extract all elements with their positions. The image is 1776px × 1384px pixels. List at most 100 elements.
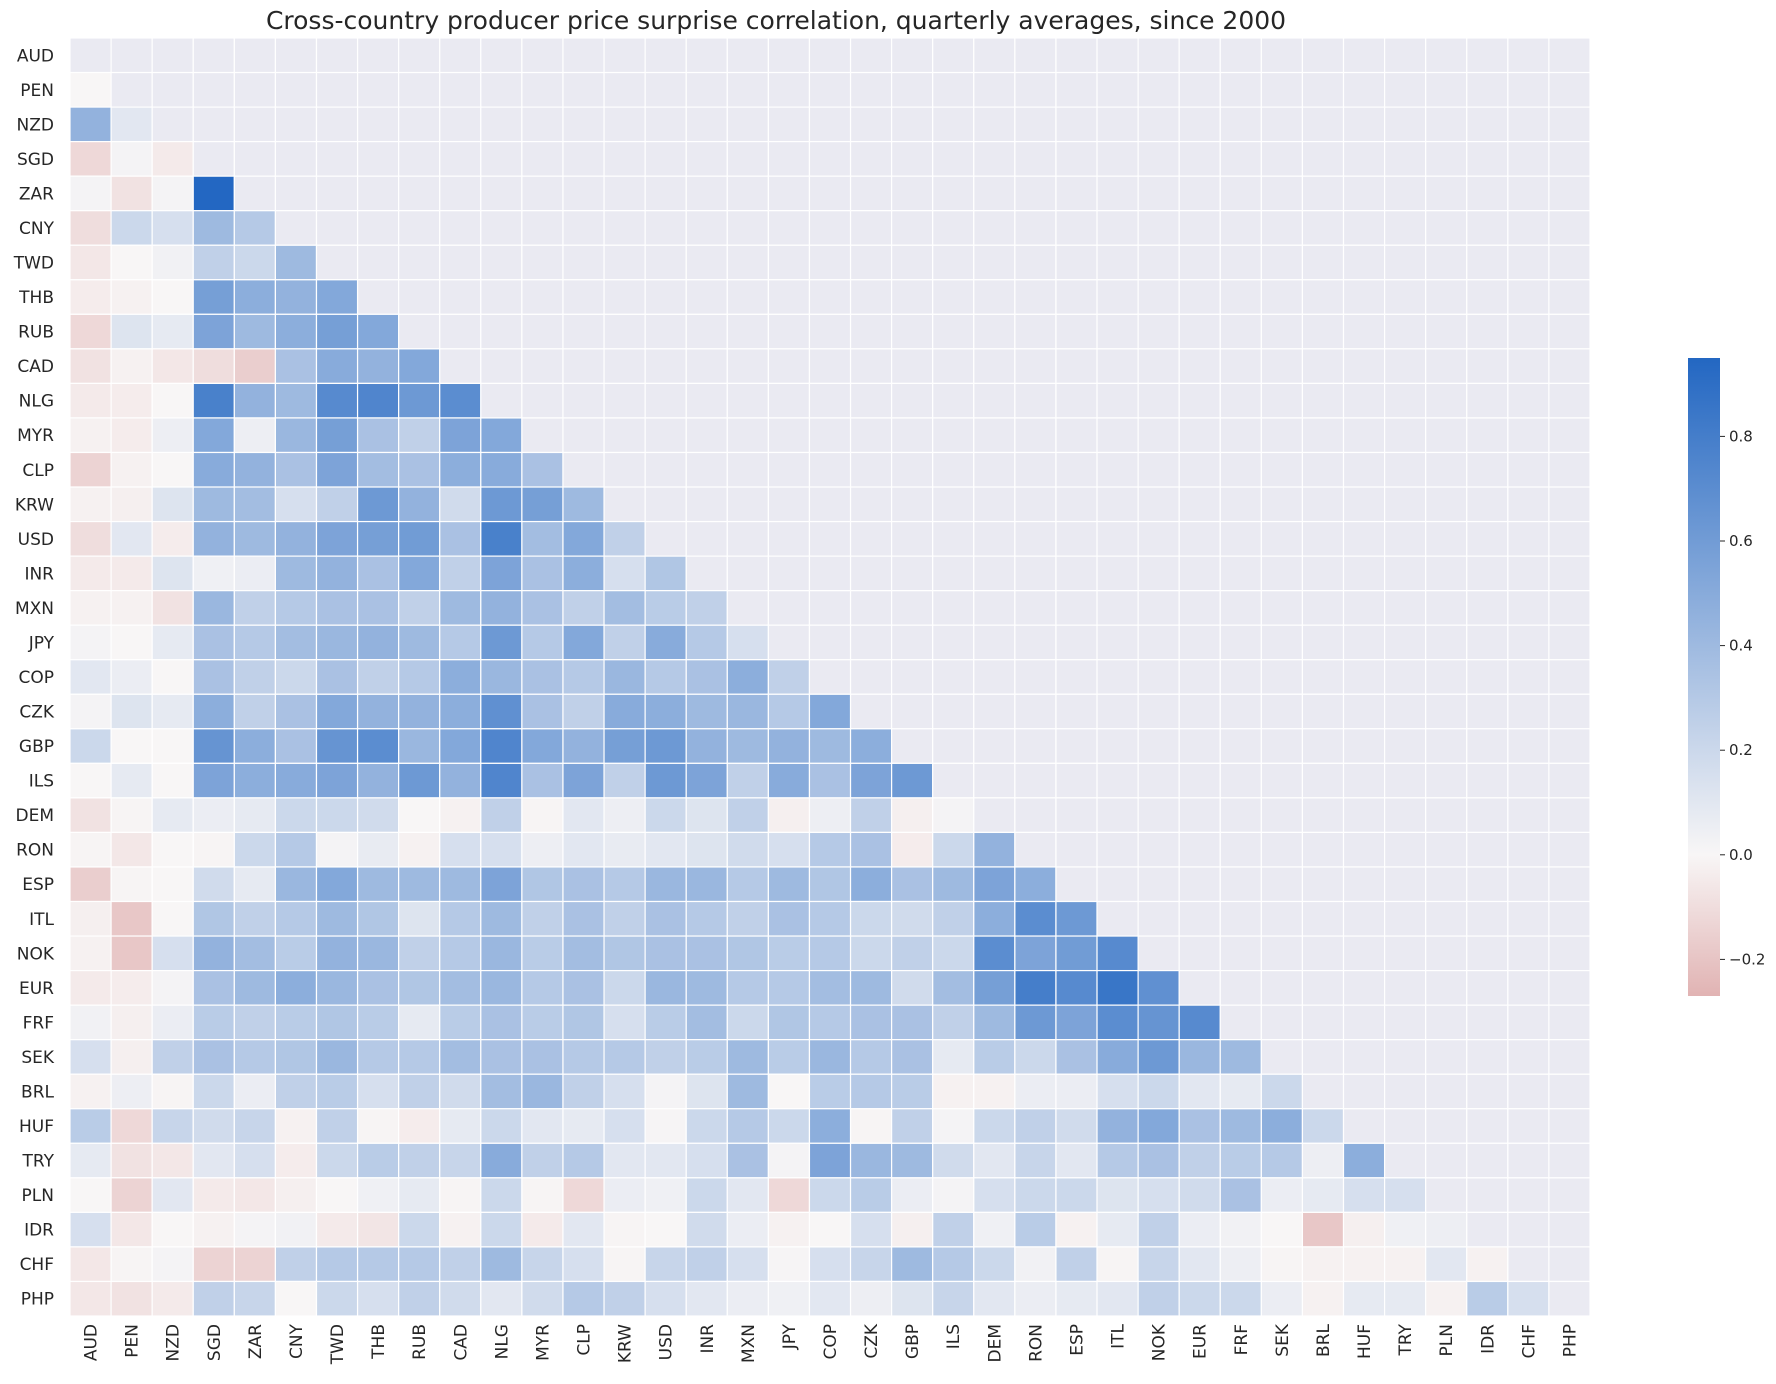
y-tick-label-KRW: KRW: [15, 495, 54, 515]
heatmap-cell-ILS-TWD: [315, 762, 359, 799]
masked-cell: [685, 71, 728, 108]
masked-cell: [808, 175, 852, 212]
heatmap-cell-THB-ZAR: [233, 279, 277, 315]
masked-cell: [1137, 486, 1180, 523]
masked-cell: [973, 71, 1016, 108]
heatmap-cell-RUB-TWD: [315, 313, 359, 350]
masked-cell: [1548, 728, 1591, 764]
heatmap-cell-TRY-ZAR: [233, 1142, 277, 1179]
heatmap-cell-NLG-NZD: [151, 382, 194, 419]
masked-cell: [480, 279, 523, 315]
heatmap-cell-CAD-TWD: [315, 348, 359, 384]
masked-cell: [644, 348, 687, 384]
masked-cell: [1178, 486, 1221, 523]
heatmap-cell-PHP-CZK: [849, 1280, 893, 1317]
heatmap-cell-NOK-DEM: [973, 935, 1016, 972]
y-tick-label-CAD: CAD: [17, 357, 54, 377]
masked-cell: [808, 486, 852, 523]
masked-cell: [1055, 175, 1098, 212]
masked-cell: [1055, 486, 1098, 523]
masked-cell: [1425, 141, 1468, 177]
heatmap-cell-PLN-NOK: [1137, 1177, 1180, 1213]
heatmap-cell-FRF-NZD: [151, 1004, 194, 1041]
masked-cell: [973, 417, 1016, 454]
masked-cell: [1301, 590, 1345, 626]
masked-cell: [1507, 141, 1550, 177]
heatmap-cell-MXN-AUD: [69, 590, 112, 626]
heatmap-cell-GBP-TWD: [315, 728, 359, 764]
masked-cell: [1301, 210, 1345, 246]
x-tick-label-PEN: PEN: [123, 1324, 143, 1358]
heatmap-cell-HUF-TWD: [315, 1108, 359, 1144]
masked-cell: [1507, 590, 1550, 626]
heatmap-cell-HUF-AUD: [69, 1108, 112, 1144]
masked-cell: [439, 244, 482, 281]
heatmap-cell-CZK-COP: [808, 693, 852, 730]
masked-cell: [849, 486, 893, 523]
masked-cell: [1507, 969, 1550, 1006]
heatmap-cell-SEK-MYR: [521, 1039, 564, 1075]
heatmap-cell-ITL-MXN: [726, 900, 769, 937]
heatmap-cell-BRL-CNY: [274, 1073, 318, 1110]
heatmap-cell-PLN-DEM: [973, 1177, 1016, 1213]
x-tick-label-MYR: MYR: [533, 1324, 553, 1361]
heatmap-cell-PHP-SEK: [1260, 1280, 1304, 1317]
masked-cell: [1219, 313, 1262, 350]
masked-cell: [685, 313, 728, 350]
masked-cell: [1383, 659, 1427, 695]
heatmap-cell-GBP-MXN: [726, 728, 769, 764]
heatmap-cell-RUB-ZAR: [233, 313, 277, 350]
heatmap-cell-PLN-ITL: [1096, 1177, 1139, 1213]
heatmap-cell-PLN-CNY: [274, 1177, 318, 1213]
masked-cell: [1466, 520, 1509, 557]
masked-cell: [1425, 935, 1468, 972]
masked-cell: [1383, 728, 1427, 764]
heatmap-cell-RUB-SGD: [192, 313, 235, 350]
heatmap-cell-MYR-NZD: [151, 417, 194, 454]
masked-cell: [808, 417, 852, 454]
masked-cell: [1466, 728, 1509, 764]
masked-cell: [1219, 624, 1262, 661]
masked-cell: [1342, 486, 1386, 523]
masked-cell: [398, 279, 441, 315]
heatmap-cell-SEK-NLG: [480, 1039, 523, 1075]
masked-cell: [973, 659, 1016, 695]
masked-cell: [151, 37, 194, 74]
masked-cell: [1055, 348, 1098, 384]
masked-cell: [849, 624, 893, 661]
masked-cell: [808, 37, 852, 74]
masked-cell: [315, 71, 359, 108]
masked-cell: [480, 71, 523, 108]
masked-cell: [521, 313, 564, 350]
heatmap-cell-FRF-CZK: [849, 1004, 893, 1041]
masked-cell: [1260, 313, 1304, 350]
masked-cell: [767, 451, 811, 488]
heatmap-cell-NOK-NLG: [480, 935, 523, 972]
heatmap-cell-ITL-ZAR: [233, 900, 277, 937]
masked-cell: [1507, 37, 1550, 74]
masked-cell: [685, 244, 728, 281]
heatmap-cell-INR-CAD: [439, 555, 482, 592]
heatmap-cell-RUB-AUD: [69, 313, 112, 350]
masked-cell: [1055, 590, 1098, 626]
heatmap-cell-COP-SGD: [192, 659, 235, 695]
heatmap-cell-GBP-SGD: [192, 728, 235, 764]
masked-cell: [480, 313, 523, 350]
heatmap-cell-KRW-CNY: [274, 486, 318, 523]
masked-cell: [439, 106, 482, 143]
masked-cell: [891, 624, 934, 661]
heatmap-cell-IDR-AUD: [69, 1211, 112, 1248]
masked-cell: [1383, 244, 1427, 281]
masked-cell: [1466, 141, 1509, 177]
heatmap-cell-DEM-CAD: [439, 797, 482, 834]
masked-cell: [808, 659, 852, 695]
masked-cell: [1342, 1004, 1386, 1041]
masked-cell: [1466, 1177, 1509, 1213]
masked-cell: [398, 141, 441, 177]
masked-cell: [1219, 831, 1262, 868]
heatmap-cell-EUR-DEM: [973, 969, 1016, 1006]
masked-cell: [521, 279, 564, 315]
heatmap-cell-SEK-CZK: [849, 1039, 893, 1075]
heatmap-cell-TRY-INR: [685, 1142, 728, 1179]
heatmap-cell-TWD-ZAR: [233, 244, 277, 281]
